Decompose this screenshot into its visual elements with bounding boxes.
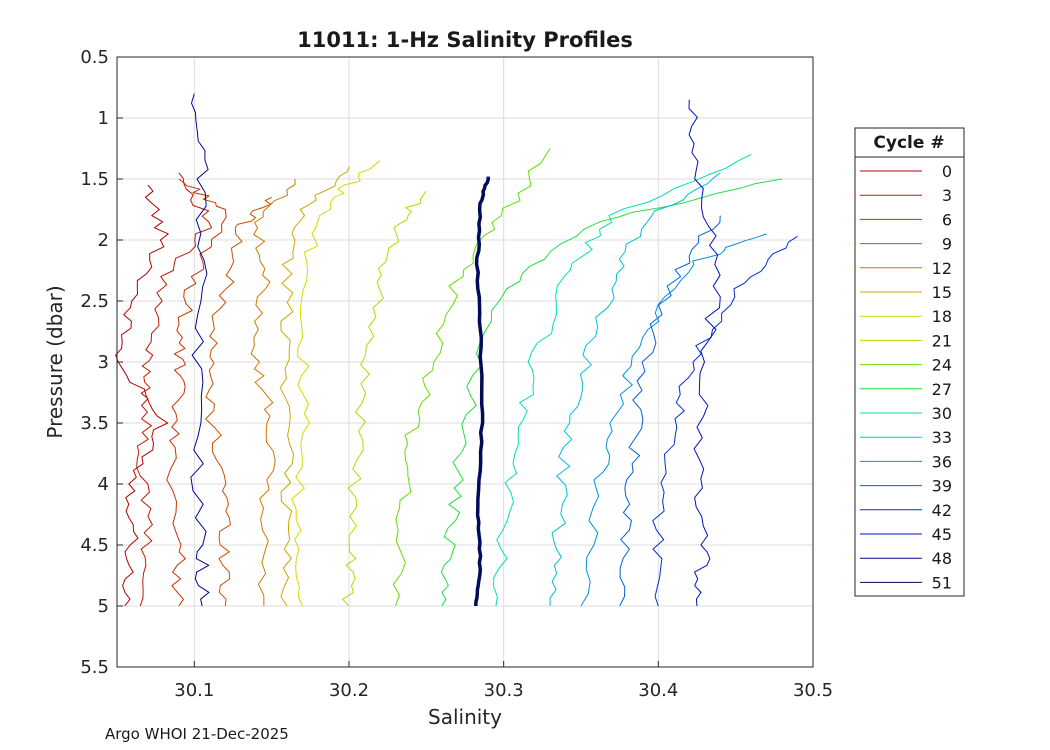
legend-label-cycle-21: 21 [932,331,952,350]
y-tick-label: 5 [98,596,109,617]
profile-line-cycle-39 [619,215,721,607]
profile-line-cycle-0 [115,184,169,607]
legend-label-cycle-45: 45 [932,525,952,544]
profile-line-cycle-18 [291,160,381,607]
y-tick-label: 4.5 [80,535,109,556]
x-tick-label: 30.3 [484,680,524,701]
legend-box [854,127,965,597]
profile-line-cycle-51 [474,176,490,607]
profile-line-cycle-48 [190,93,210,607]
x-tick-label: 30.2 [329,680,369,701]
x-tick-label: 30.4 [638,680,678,701]
x-tick-label: 30.5 [793,680,833,701]
y-tick-label: 3.5 [80,413,109,434]
y-tick-label: 2.5 [80,291,109,312]
profile-line-cycle-21 [342,190,427,607]
chart-title: 11011: 1-Hz Salinity Profiles [297,28,633,52]
legend-label-cycle-51: 51 [932,573,952,592]
profile-line-cycle-42 [652,235,798,607]
y-tick-label: 5.5 [80,657,109,678]
profile-line-cycle-3 [136,172,213,607]
axis-ticks: 30.1 30.2 30.3 30.4 30.5 0.5 1 1.5 2 2.5 3 3.5 4 4.5 5… [80,47,833,701]
profile-line-cycle-30 [493,154,752,607]
legend-label-cycle-18: 18 [932,307,952,326]
y-tick-label: 4 [98,474,109,495]
y-axis-label: Pressure (dbar) [43,285,67,438]
grid [117,56,814,668]
legend-label-cycle-27: 27 [932,380,952,399]
legend-label-cycle-0: 0 [942,162,952,181]
x-axis-label: Salinity [428,705,502,729]
y-tick-label: 3 [98,352,109,373]
legend-label-cycle-30: 30 [932,404,952,423]
profile-line-cycle-12 [250,178,296,607]
profile-line-cycle-24 [392,148,551,607]
y-tick-label: 1.5 [80,169,109,190]
legend-title: Cycle # [873,133,944,153]
footer-credit: Argo WHOI 21-Dec-2025 [105,725,289,743]
legend-label-cycle-33: 33 [932,428,952,447]
legend-label-cycle-9: 9 [942,235,952,254]
profile-line-cycle-33 [549,172,721,607]
profile-line-cycle-27 [440,178,783,607]
profile-line-cycle-9 [205,196,272,607]
profile-line-cycle-15 [279,166,350,607]
y-tick-label: 2 [98,230,109,251]
profile-line-cycle-45 [688,99,721,607]
legend-label-cycle-24: 24 [932,356,952,375]
y-tick-label: 1 [98,108,109,129]
legend-label-cycle-42: 42 [932,501,952,520]
legend-label-cycle-48: 48 [932,549,952,568]
y-tick-label: 0.5 [80,47,109,68]
profile-lines [115,93,798,607]
legend-label-cycle-39: 39 [932,477,952,496]
legend-label-cycle-6: 6 [942,210,952,229]
legend-label-cycle-15: 15 [932,283,952,302]
x-tick-label: 30.1 [174,680,214,701]
legend-label-cycle-3: 3 [942,186,952,205]
legend-label-cycle-12: 12 [932,259,952,278]
profile-line-cycle-6 [166,178,227,607]
profile-line-cycle-36 [580,233,767,607]
legend-label-cycle-36: 36 [932,452,952,471]
